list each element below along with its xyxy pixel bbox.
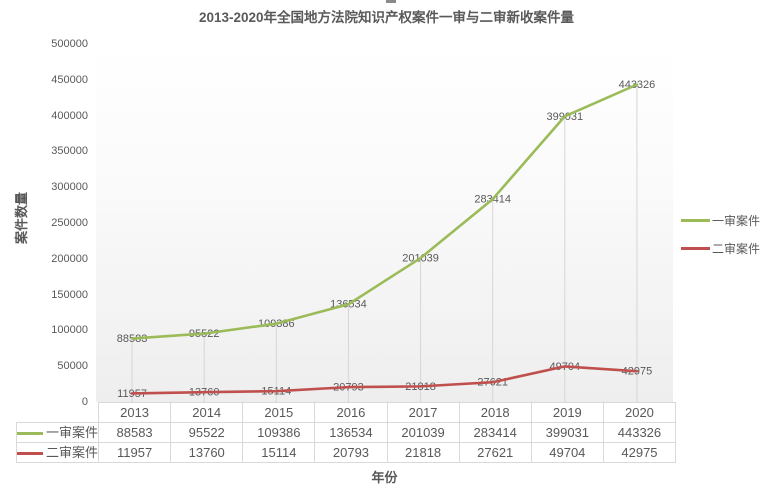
value-cell: 15114 bbox=[242, 442, 316, 463]
x-category-cell: 2020 bbox=[602, 402, 677, 423]
legend-item: 一审案件 bbox=[681, 206, 760, 234]
value-cell: 109386 bbox=[242, 422, 316, 443]
y-tick-label: 500000 bbox=[51, 38, 88, 50]
table-corner-blank bbox=[17, 403, 99, 423]
series-line-marker bbox=[17, 452, 43, 456]
value-cell: 11957 bbox=[98, 442, 172, 463]
x-axis-title: 年份 bbox=[371, 470, 398, 485]
legend-line-marker bbox=[681, 246, 710, 250]
value-cell: 21818 bbox=[386, 442, 460, 463]
legend-line-marker bbox=[681, 218, 710, 222]
value-cell: 443326 bbox=[602, 422, 677, 443]
series-name: 一审案件 bbox=[46, 425, 99, 440]
y-tick-label: 450000 bbox=[51, 73, 88, 86]
y-tick-label: 400000 bbox=[51, 109, 88, 122]
table-row: 2013 2014 2015 2016 2017 2018 2019 2020 bbox=[17, 402, 677, 423]
series-row-header: 二审案件 bbox=[15, 442, 100, 463]
y-tick-label: 250000 bbox=[51, 217, 88, 229]
value-cell: 136534 bbox=[314, 422, 388, 443]
plot-area bbox=[96, 44, 673, 402]
legend-item: 二审案件 bbox=[681, 234, 760, 262]
value-cell: 42975 bbox=[602, 442, 677, 463]
y-tick-label: 100000 bbox=[51, 324, 88, 337]
value-cell: 20793 bbox=[314, 442, 388, 463]
series-line bbox=[130, 365, 639, 395]
x-category-cell: 2015 bbox=[242, 402, 316, 423]
value-cell: 201039 bbox=[386, 422, 460, 443]
series-line bbox=[130, 83, 639, 340]
value-cell: 399031 bbox=[530, 422, 604, 443]
crop-artifact-dash bbox=[386, 0, 396, 3]
chart-title: 2013-2020年全国地方法院知识产权案件一审与二审新收案件量 bbox=[198, 10, 575, 25]
value-cell: 88583 bbox=[98, 422, 172, 443]
x-category-cell: 2017 bbox=[386, 402, 460, 423]
value-cell: 95522 bbox=[170, 422, 244, 443]
series-line-marker bbox=[17, 432, 43, 436]
value-cell: 13760 bbox=[170, 442, 244, 463]
x-category-cell: 2018 bbox=[458, 402, 532, 423]
table-row: 二审案件 11957 13760 15114 20793 21818 27621 49704 4… bbox=[15, 442, 677, 463]
x-category-cell: 2013 bbox=[98, 402, 172, 423]
legend-label: 二审案件 bbox=[712, 241, 761, 256]
y-tick-label: 300000 bbox=[51, 181, 88, 194]
y-tick-label: 0 bbox=[81, 396, 88, 408]
table-row: 一审案件 88583 95522 109386 136534 201039 283414 39… bbox=[15, 422, 677, 443]
x-category-cell: 2016 bbox=[314, 402, 388, 423]
series-row-header: 一审案件 bbox=[15, 422, 100, 443]
x-category-cell: 2014 bbox=[170, 402, 244, 423]
y-tick-label: 50000 bbox=[57, 360, 88, 373]
series-name: 二审案件 bbox=[46, 445, 99, 460]
y-tick-label: 150000 bbox=[51, 288, 88, 301]
value-cell: 27621 bbox=[458, 442, 532, 463]
y-tick-label: 350000 bbox=[51, 145, 88, 158]
y-tick-label: 200000 bbox=[51, 252, 88, 265]
data-table: 2013 2014 2015 2016 2017 2018 2019 2020 一审案件 8858… bbox=[15, 402, 677, 463]
legend: 一审案件 二审案件 bbox=[681, 206, 760, 262]
x-category-cell: 2019 bbox=[530, 402, 604, 423]
value-cell: 49704 bbox=[530, 442, 604, 463]
legend-label: 一审案件 bbox=[712, 213, 761, 228]
value-cell: 283414 bbox=[458, 422, 532, 443]
